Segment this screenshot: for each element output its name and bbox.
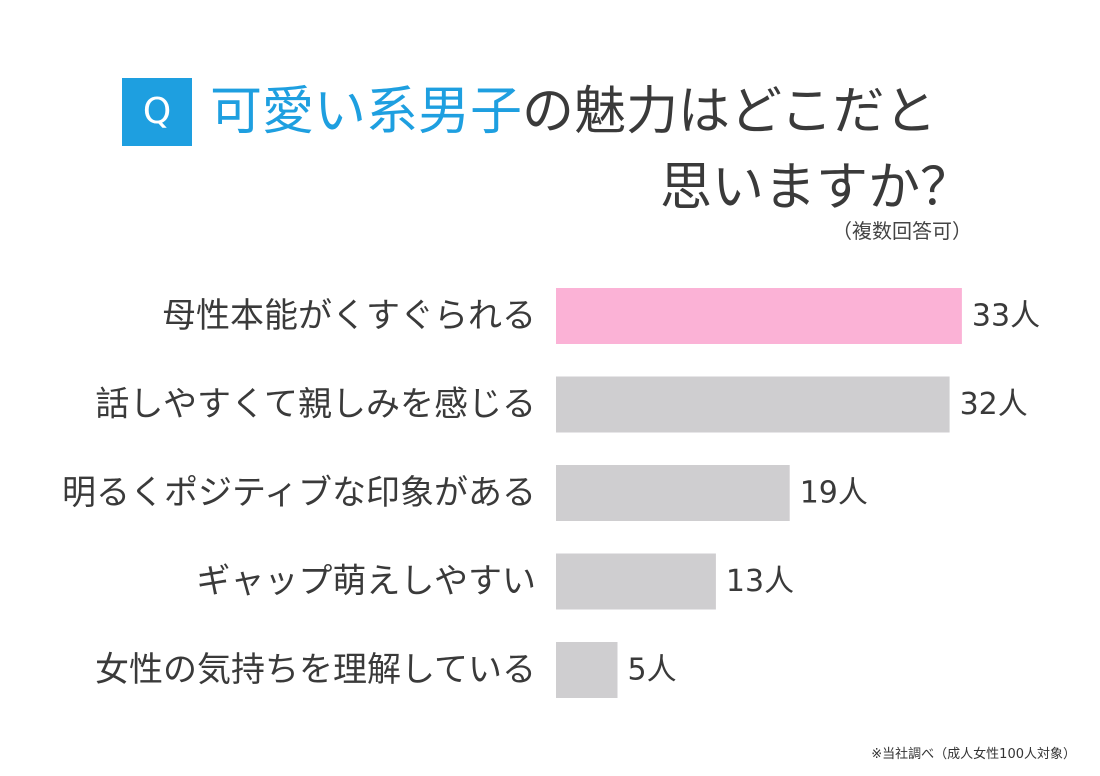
chart-title-line1: 可愛い系男子の魅力はどこだと [210,78,936,146]
category-label: ギャップ萌えしやすい [196,562,536,602]
value-label: 32人 [960,387,1028,422]
value-label: 5人 [628,653,677,688]
bar [556,465,790,521]
chart-subtitle: （複数回答可） [832,219,972,243]
title-rest: の魅力はどこだと [522,82,937,142]
bar [556,376,950,433]
title-accent: 可愛い系男子 [210,82,523,142]
bar [556,288,962,344]
chart-title-line2: 思いますか？ [659,158,972,218]
value-label: 13人 [726,564,794,599]
bar [556,553,716,610]
value-label: 33人 [972,299,1040,334]
value-label: 19人 [800,476,868,511]
bar [556,642,618,698]
category-label: 話しやすくて親しみを感じる [95,385,536,425]
category-label: 明るくポジティブな印象がある [62,473,536,513]
question-badge: Q [122,78,192,146]
footnote: ※当社調べ（成人女性100人対象） [871,747,1076,762]
category-label: 母性本能がくすぐられる [162,296,536,336]
category-label: 女性の気持ちを理解している [95,650,536,690]
